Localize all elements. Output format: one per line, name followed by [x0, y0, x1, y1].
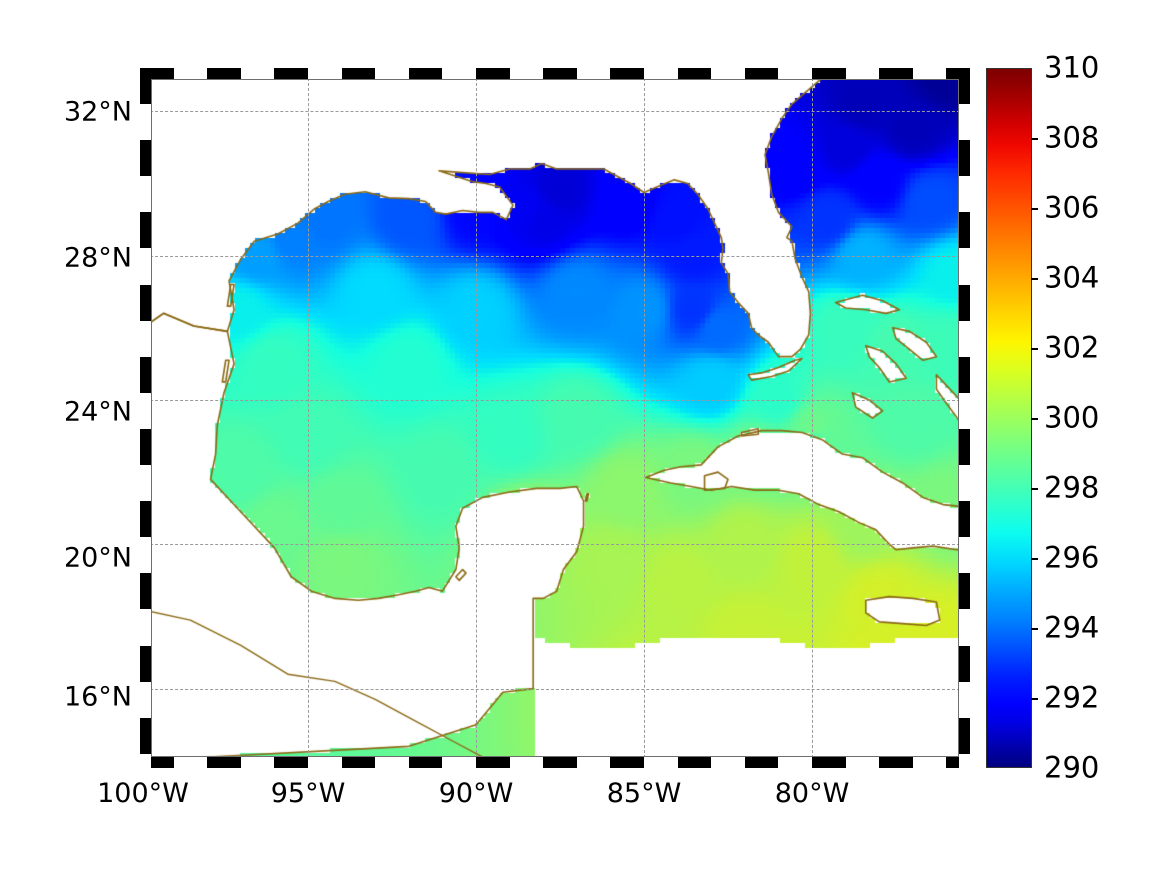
colorbar-tick-306 [1031, 208, 1038, 210]
colorbar-tick-304 [1031, 278, 1038, 280]
colorbar-tick-308 [1031, 138, 1038, 140]
colorbar-tick-302 [1031, 348, 1038, 350]
lon-tick-100W: 100°W [97, 778, 189, 809]
map-axes[interactable] [140, 68, 970, 768]
colorbar-tick-296 [1031, 558, 1038, 560]
lon-tick-95W: 95°W [270, 778, 346, 809]
colorbar-label-304: 304 [1044, 260, 1100, 295]
colorbar-label-308: 308 [1044, 120, 1100, 155]
colorbar-label-300: 300 [1044, 400, 1100, 435]
colorbar-label-302: 302 [1044, 330, 1100, 365]
colorbar-label-298: 298 [1044, 470, 1100, 505]
colorbar-gradient [987, 69, 1031, 767]
lat-tick-28N: 28°N [63, 242, 132, 274]
colorbar-label-290: 290 [1044, 750, 1100, 785]
lat-tick-24N: 24°N [63, 396, 132, 428]
colorbar[interactable] [986, 68, 1038, 768]
colorbar-label-296: 296 [1044, 540, 1100, 575]
sst-heatmap-canvas [140, 68, 970, 768]
colorbar-tick-292 [1031, 698, 1038, 700]
colorbar-tick-300 [1031, 418, 1038, 420]
lat-tick-20N: 20°N [63, 542, 132, 574]
map-frame-bottom [140, 757, 970, 768]
lon-tick-80W: 80°W [774, 778, 850, 809]
lat-tick-16N: 16°N [63, 681, 132, 713]
map-frame-left [140, 68, 151, 768]
lon-tick-85W: 85°W [606, 778, 682, 809]
map-frame-top [140, 68, 970, 79]
colorbar-label-310: 310 [1044, 50, 1100, 85]
map-frame-right [959, 68, 970, 768]
colorbar-label-306: 306 [1044, 190, 1100, 225]
lat-tick-32N: 32°N [63, 96, 132, 128]
colorbar-tick-298 [1031, 488, 1038, 490]
colorbar-label-294: 294 [1044, 610, 1100, 645]
colorbar-tick-294 [1031, 628, 1038, 630]
colorbar-label-292: 292 [1044, 680, 1100, 715]
lon-tick-90W: 90°W [438, 778, 514, 809]
